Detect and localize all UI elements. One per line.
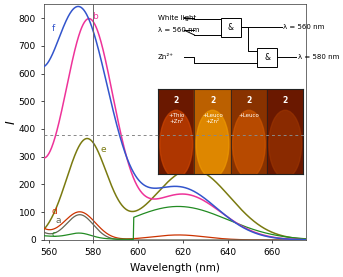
X-axis label: Wavelength (nm): Wavelength (nm) bbox=[130, 263, 220, 273]
Text: e: e bbox=[100, 145, 106, 154]
Text: f: f bbox=[52, 24, 55, 32]
Text: c: c bbox=[52, 230, 57, 238]
Text: d: d bbox=[52, 207, 58, 216]
Y-axis label: I: I bbox=[4, 120, 17, 124]
Text: b: b bbox=[92, 12, 98, 21]
Text: a: a bbox=[55, 216, 61, 225]
